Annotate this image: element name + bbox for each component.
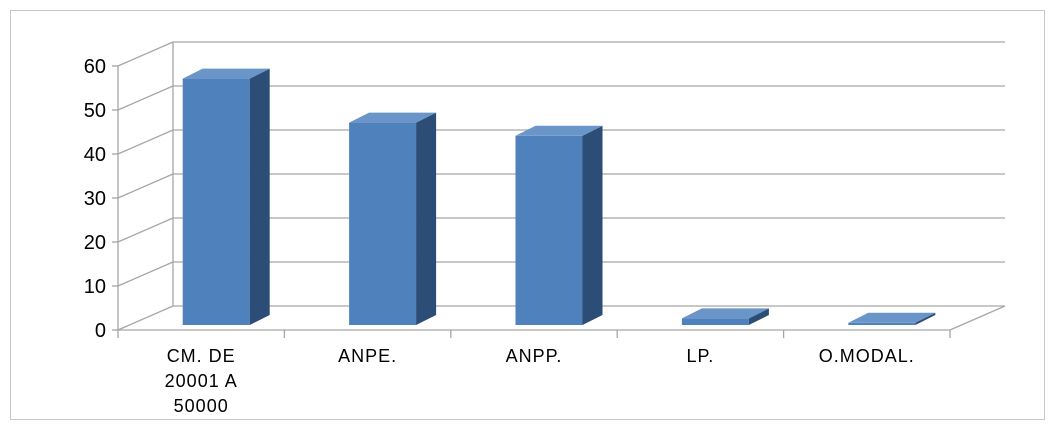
- y-tick-label: 0: [95, 320, 106, 342]
- gridline-side: [117, 305, 174, 331]
- y-tick-label: 30: [84, 188, 106, 210]
- bar-top: [681, 308, 769, 319]
- gridline-side: [117, 85, 174, 111]
- y-tick-label: 50: [84, 100, 106, 122]
- y-tick-label: 20: [84, 232, 106, 254]
- x-category-label-line: O.MODAL.: [819, 346, 915, 366]
- y-axis-tick-labels: 0 10 20 30 40 50 60: [84, 56, 106, 342]
- bar: [349, 112, 437, 325]
- x-category-label-line: CM. DE: [167, 346, 236, 366]
- bar-top: [515, 125, 603, 136]
- bar: [182, 68, 270, 325]
- bar-front: [515, 135, 583, 325]
- bar-top: [349, 112, 437, 123]
- x-category-label-line: 20001 A: [165, 371, 238, 391]
- x-category-label: LP.: [687, 346, 715, 366]
- bar-side: [249, 68, 270, 325]
- x-category-label: O.MODAL.: [819, 346, 915, 366]
- gridline-side: [117, 217, 174, 243]
- bar-side: [915, 312, 936, 325]
- bar: [848, 312, 936, 325]
- gridline-side: [117, 41, 174, 67]
- x-category-label: ANPP.: [506, 346, 563, 366]
- bar-front: [182, 78, 250, 325]
- bar-side: [748, 308, 769, 325]
- bar-side: [416, 112, 437, 325]
- x-category-label-line: LP.: [687, 346, 715, 366]
- x-category-label-line: ANPP.: [506, 346, 563, 366]
- bar-front: [681, 318, 749, 325]
- bar: [515, 125, 603, 325]
- x-category-label: ANPE.: [338, 346, 397, 366]
- x-axis-category-labels: CM. DE 20001 A 50000 ANPE. ANPP. LP. O.MODAL.: [165, 346, 915, 416]
- y-tick-label: 40: [84, 144, 106, 166]
- bar-top: [848, 312, 936, 323]
- gridline-side: [117, 173, 174, 199]
- bar-top: [182, 68, 270, 79]
- y-tick-label: 60: [84, 56, 106, 78]
- gridline-side: [117, 129, 174, 155]
- x-category-label: CM. DE 20001 A 50000: [165, 346, 238, 416]
- x-category-label-line: 50000: [174, 396, 229, 416]
- x-category-label-line: ANPE.: [338, 346, 397, 366]
- bars: [182, 68, 936, 325]
- floor-right-edge: [949, 305, 1006, 331]
- bar: [681, 308, 769, 325]
- y-tick-label: 10: [84, 276, 106, 298]
- bar-front: [848, 322, 916, 325]
- gridline-side: [117, 261, 174, 287]
- bar-front: [349, 122, 417, 325]
- bar-side: [582, 125, 603, 325]
